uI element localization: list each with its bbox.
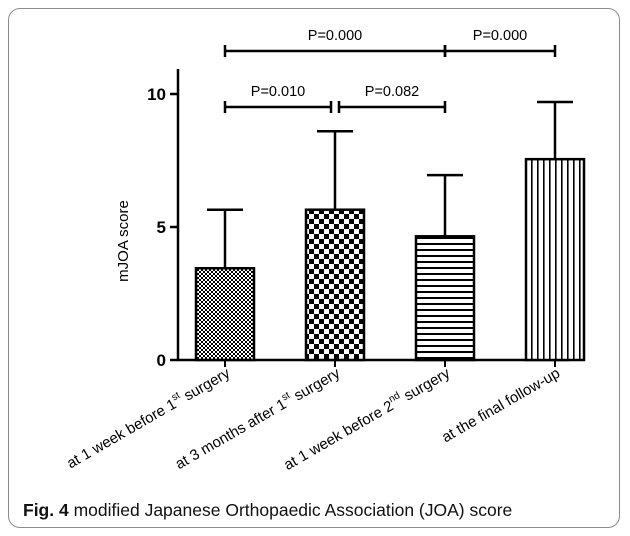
y-tick-label: 5 bbox=[157, 218, 166, 237]
bar bbox=[304, 208, 366, 362]
p-value-label: P=0.000 bbox=[308, 28, 362, 44]
bar bbox=[194, 266, 256, 362]
category-label: at 1 week before 2nd surgery bbox=[280, 363, 453, 474]
p-value-label: P=0.010 bbox=[251, 84, 305, 100]
bars bbox=[194, 157, 586, 362]
y-tick-label: 10 bbox=[147, 85, 166, 104]
figure-number: Fig. 4 bbox=[23, 500, 69, 520]
y-axis-label: mJOA score bbox=[115, 200, 132, 282]
p-value-label: P=0.000 bbox=[473, 28, 527, 44]
caption-text: modified Japanese Orthopaedic Associatio… bbox=[68, 500, 513, 520]
bar bbox=[414, 235, 476, 362]
y-tick-label: 0 bbox=[157, 351, 166, 370]
p-value-label: P=0.082 bbox=[365, 84, 419, 100]
error-bars bbox=[207, 100, 573, 269]
bar bbox=[524, 157, 586, 362]
figure-frame: 0 5 10 at 1 week before 1st surgery at 3 mon… bbox=[8, 8, 620, 528]
significance-brackets: P=0.010 P=0.082 P=0.000 P=0.000 bbox=[223, 28, 557, 113]
figure-caption: Fig. 4 modified Japanese Orthopaedic Ass… bbox=[23, 500, 512, 521]
category-label: at the final follow-up bbox=[439, 365, 563, 446]
